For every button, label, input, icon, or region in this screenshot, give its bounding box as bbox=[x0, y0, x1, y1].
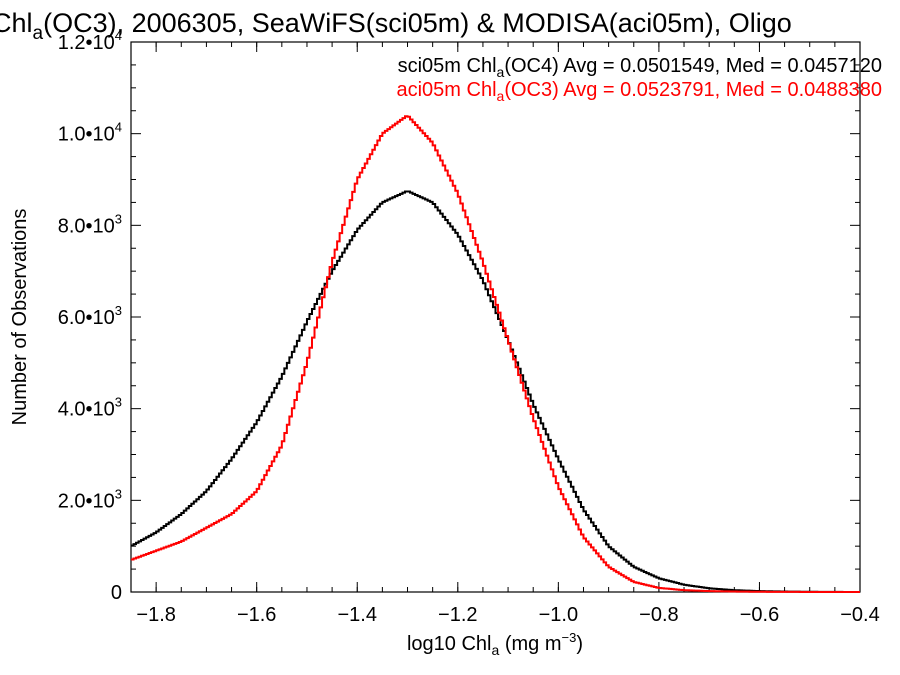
x-axis-label: log10 Chla (mg m−3) bbox=[407, 630, 583, 658]
y-axis: 0 2.0•103 4.0•103 6.0•103 8.0•103 1.0•104 1.2•… bbox=[58, 28, 860, 604]
x-tick-label: −0.4 bbox=[840, 604, 879, 626]
x-tick-label: −1.4 bbox=[337, 604, 376, 626]
legend-entry-sci05m: sci05m Chla(OC4) Avg = 0.0501549, Med = … bbox=[398, 55, 882, 80]
x-tick-label: −1.6 bbox=[237, 604, 276, 626]
legend-entry-aci05m: aci05m Chla(OC3) Avg = 0.0523791, Med = … bbox=[396, 79, 882, 104]
series-line-aci05m bbox=[131, 115, 860, 593]
x-tick-label: −0.8 bbox=[639, 604, 678, 626]
x-tick-label: −1.0 bbox=[539, 604, 578, 626]
y-tick-label: 1.2•104 bbox=[58, 28, 122, 54]
y-tick-label: 6.0•103 bbox=[58, 303, 122, 329]
y-tick-label: 0 bbox=[111, 582, 122, 604]
x-tick-label: −1.8 bbox=[136, 604, 175, 626]
series-line-sci05m bbox=[131, 190, 860, 593]
plot-frame bbox=[130, 41, 861, 593]
y-axis-label: Number of Observations bbox=[9, 209, 31, 426]
legend: sci05m Chla(OC4) Avg = 0.0501549, Med = … bbox=[396, 55, 882, 104]
y-tick-label: 2.0•103 bbox=[58, 486, 122, 512]
x-tick-label: −0.6 bbox=[740, 604, 779, 626]
chart-title: Chla(OC3), 2006305, SeaWiFS(sci05m) & MO… bbox=[0, 8, 792, 44]
y-tick-label: 4.0•103 bbox=[58, 395, 122, 421]
y-tick-label: 1.0•104 bbox=[58, 120, 122, 146]
y-tick-label: 8.0•103 bbox=[58, 211, 122, 237]
x-axis: −1.8 −1.6 −1.4 −1.2 −1.0 −0.8 −0.6 −0.4 bbox=[136, 42, 880, 626]
series-layer bbox=[131, 115, 860, 593]
x-tick-label: −1.2 bbox=[438, 604, 477, 626]
